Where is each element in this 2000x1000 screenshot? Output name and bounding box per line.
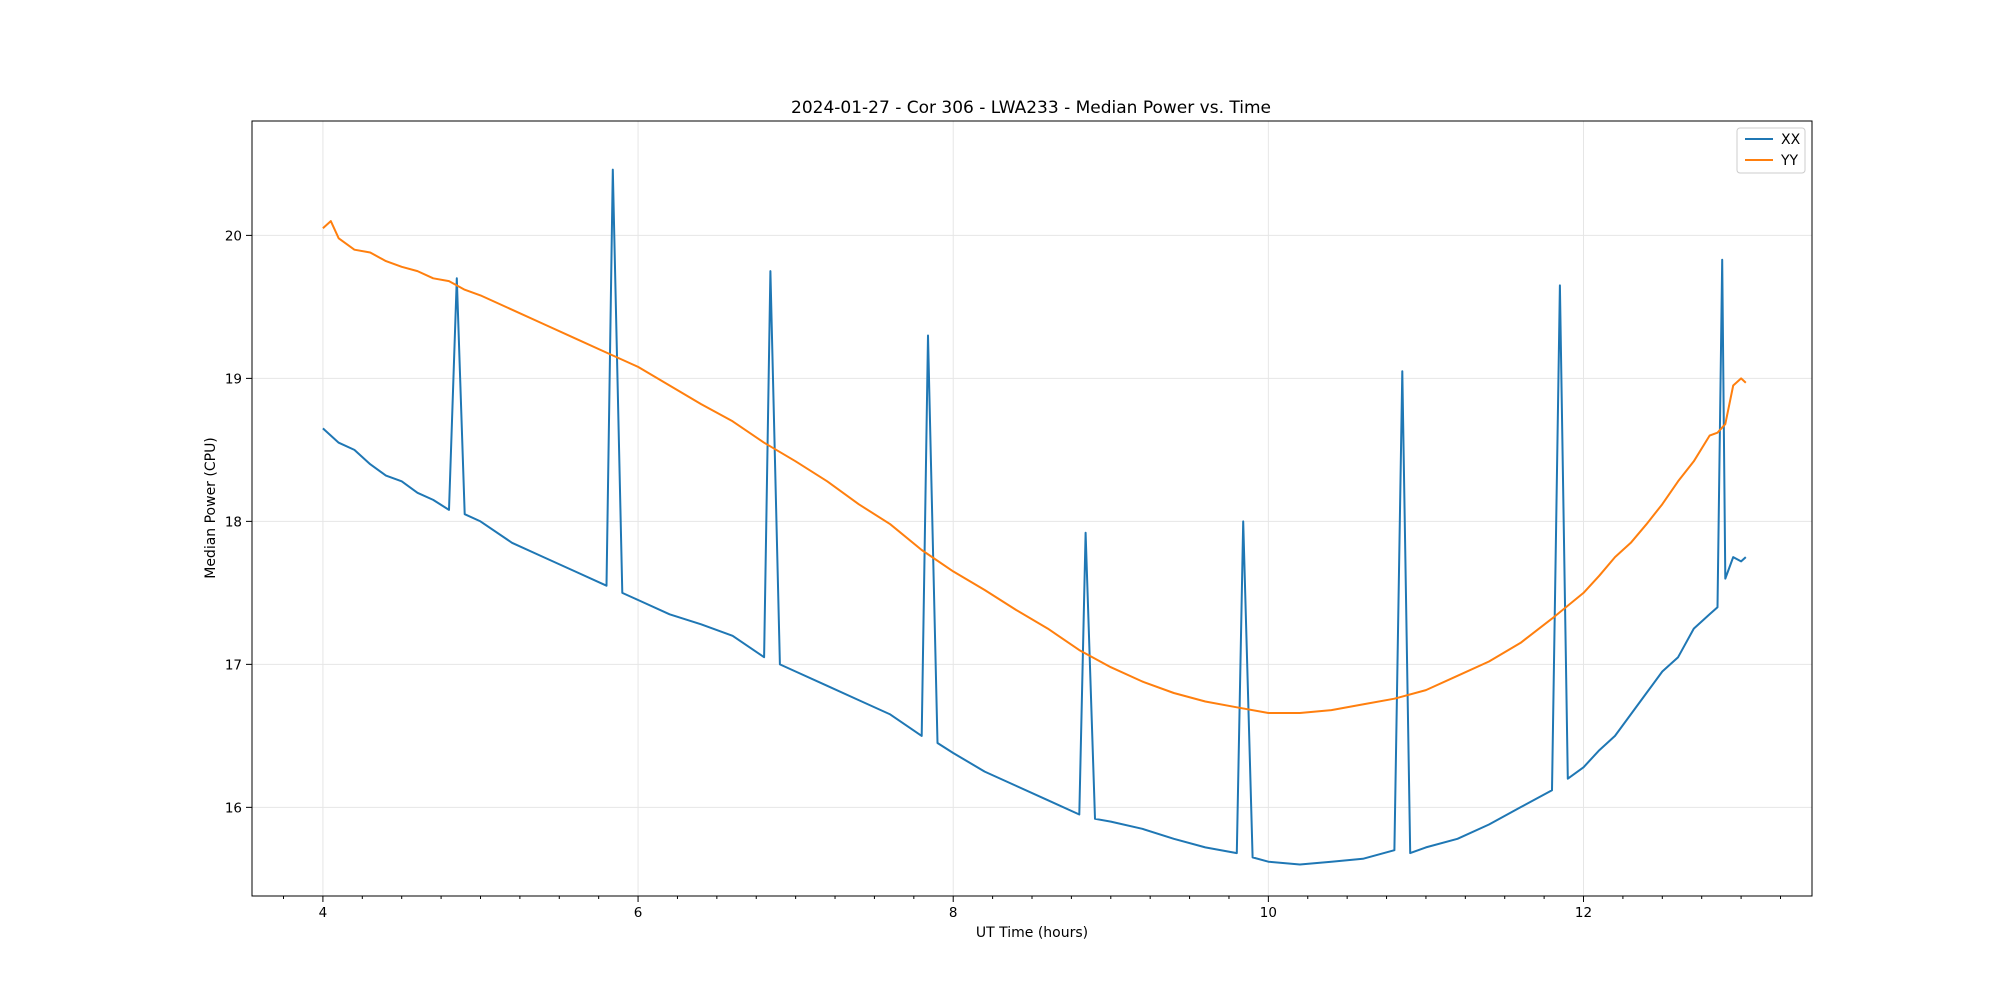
series-line-yy [322, 220, 1747, 714]
grid [252, 121, 1812, 896]
y-tick-label: 19 [225, 371, 242, 387]
chart-title: 2024-01-27 - Cor 306 - LWA233 - Median P… [791, 98, 1271, 118]
y-tick-label: 17 [225, 657, 242, 673]
legend-label-yy: YY [1780, 153, 1799, 169]
legend: XX YY [1736, 127, 1806, 174]
x-tick-label: 10 [1260, 905, 1277, 921]
plot-frame [251, 120, 1813, 897]
y-tick-label: 20 [225, 228, 242, 244]
x-tick-label: 8 [949, 905, 958, 921]
legend-label-xx: XX [1781, 132, 1801, 148]
x-tick-label: 4 [319, 905, 328, 921]
x-axis-label: UT Time (hours) [976, 925, 1088, 941]
x-tick-label: 12 [1575, 905, 1592, 921]
series-line-xx [322, 168, 1747, 866]
y-tick-label: 16 [225, 800, 242, 816]
y-tick-label: 18 [225, 514, 242, 530]
y-axis-label: Median Power (CPU) [203, 437, 219, 579]
axis-ticks: 4 6 8 10 12 16 17 18 19 20 [225, 228, 1781, 921]
x-tick-label: 6 [634, 905, 643, 921]
series-layer [322, 168, 1747, 866]
